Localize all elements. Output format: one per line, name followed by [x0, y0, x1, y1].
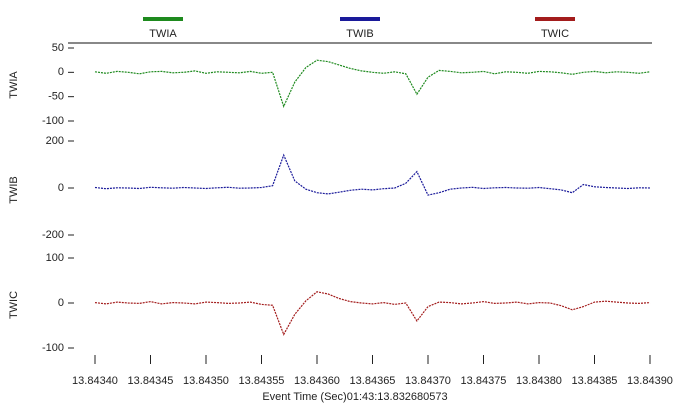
- x-tick-label: 13.84380: [516, 375, 562, 387]
- x-tick-label: 13.84350: [183, 375, 229, 387]
- legend-swatch: [340, 17, 380, 21]
- legend-label: TWIA: [149, 28, 177, 40]
- x-tick-label: 13.84355: [239, 375, 285, 387]
- y-tick-label: -100: [42, 342, 64, 354]
- legend-swatch: [143, 17, 183, 21]
- x-tick-label: 13.84365: [350, 375, 396, 387]
- x-tick-label: 13.84385: [572, 375, 618, 387]
- legend-swatch: [535, 17, 575, 21]
- x-tick-label: 13.84370: [405, 375, 451, 387]
- legend-label: TWIC: [541, 28, 569, 40]
- x-tick-label: 13.84375: [461, 375, 507, 387]
- y-tick-label: 0: [58, 297, 64, 309]
- y-tick-label: -100: [42, 115, 64, 127]
- legend-label: TWIB: [346, 28, 374, 40]
- y-tick-label: -200: [42, 229, 64, 241]
- y-tick-label: 0: [58, 182, 64, 194]
- y-axis-label: TWIB: [8, 176, 20, 204]
- x-tick-label: 13.84345: [128, 375, 174, 387]
- y-tick-label: -50: [48, 91, 64, 103]
- y-tick-label: 100: [46, 252, 64, 264]
- y-tick-label: 200: [46, 135, 64, 147]
- y-axis-label: TWIC: [8, 291, 20, 319]
- x-tick-label: 13.84360: [294, 375, 340, 387]
- trace: [94, 59, 651, 109]
- y-axis-label: TWIA: [8, 71, 20, 99]
- trace: [94, 291, 651, 336]
- y-tick-label: 50: [52, 42, 64, 54]
- y-tick-label: 0: [58, 66, 64, 78]
- x-tick-label: 13.84390: [627, 375, 673, 387]
- x-tick-label: 13.84340: [72, 375, 118, 387]
- x-axis-label: Event Time (Sec)01:43:13.832680573: [262, 391, 447, 403]
- trace: [94, 153, 651, 196]
